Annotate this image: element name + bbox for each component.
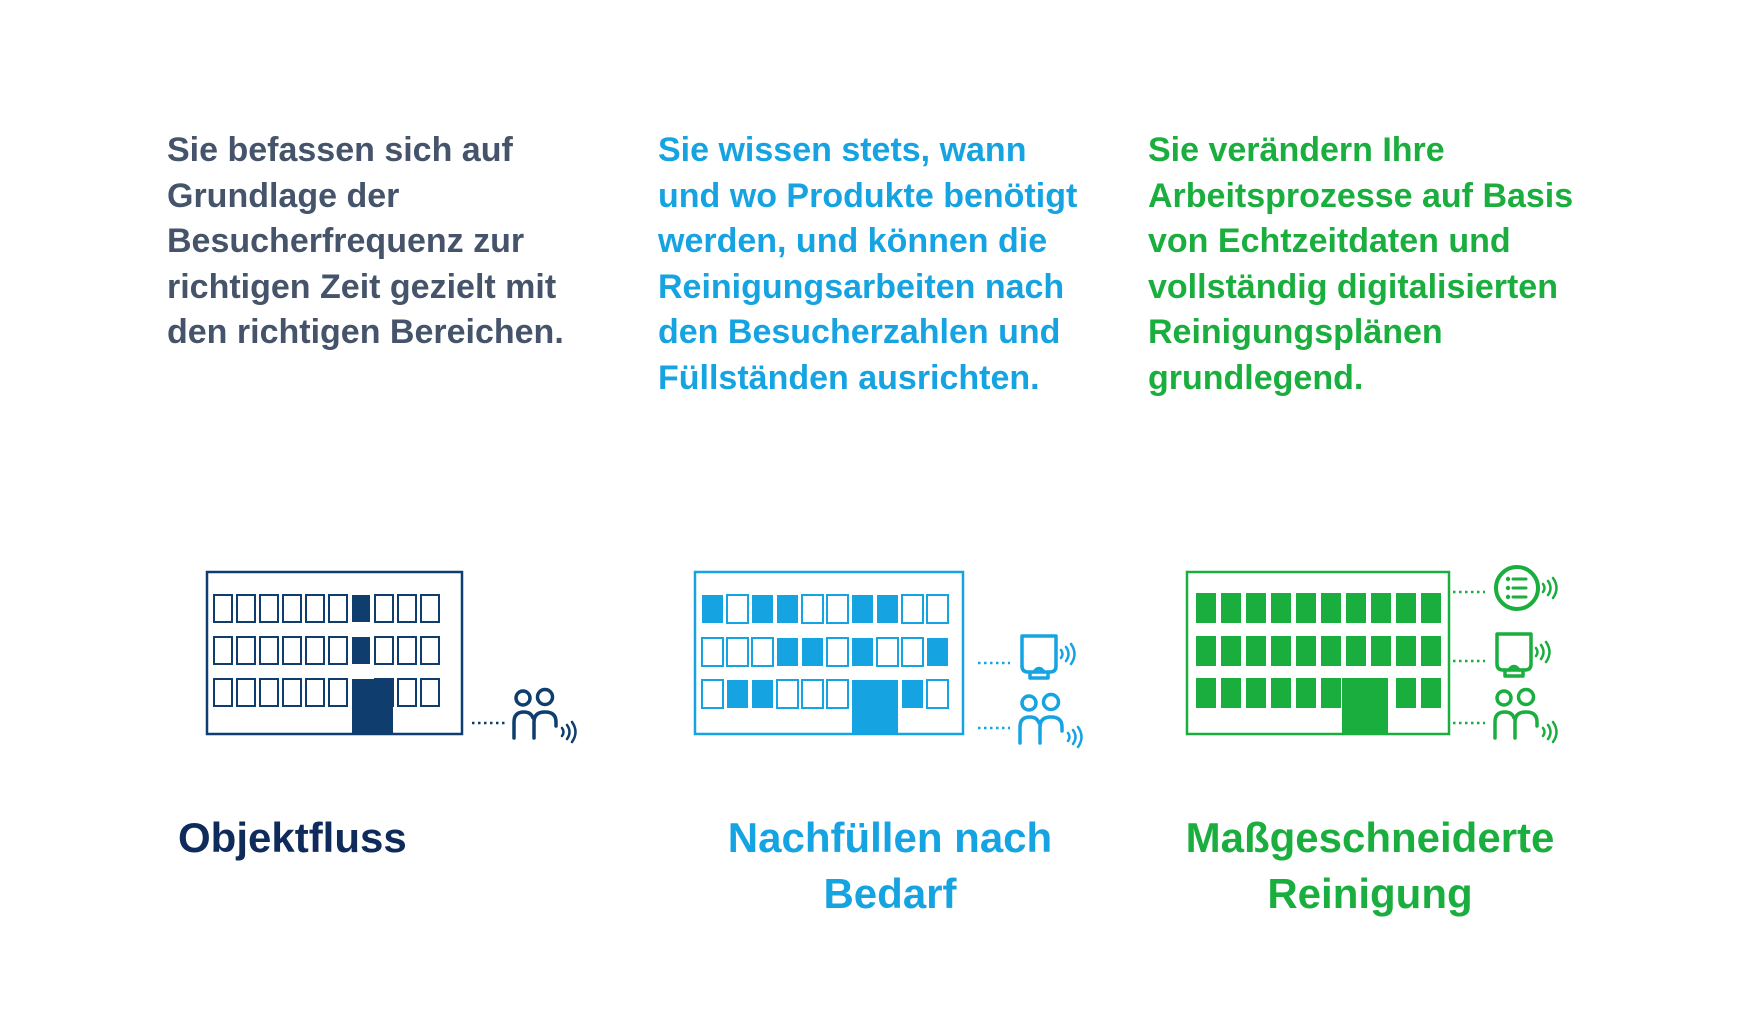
description-line: Sie befassen sich auf [167, 131, 513, 169]
building-blue-illustration [693, 570, 1083, 749]
description-line: Arbeitsprozesse auf Basis [1148, 176, 1574, 215]
people-sensor-icon [1018, 692, 1083, 749]
building-navy-icon [205, 570, 464, 736]
title-objektfluss: Objektfluss [178, 810, 407, 866]
description-line: den richtigen Bereichen. [167, 313, 564, 351]
title-massgeschneidert: Maßgeschneiderte Reinigung [1160, 810, 1580, 922]
people-sensor-icon [1493, 687, 1558, 744]
description-line: richtigen Zeit gezielt mit [167, 267, 557, 306]
title-line: Bedarf [823, 870, 957, 917]
description-objektfluss: Sie befassen sich auf Grundlage der Besu… [167, 128, 564, 356]
description-line: den Besucherzahlen und [658, 313, 1061, 351]
building-green-icon [1185, 570, 1451, 736]
description-line: Grundlage der [167, 176, 400, 215]
dispenser-sensor-icon [1020, 634, 1076, 680]
description-line: werden, und können die [658, 222, 1048, 260]
description-line: und wo Produkte benötigt [658, 176, 1078, 215]
people-sensor-icon [512, 687, 577, 744]
dispenser-sensor-icon [1495, 632, 1551, 678]
description-line: Reinigungsarbeiten nach [658, 267, 1065, 306]
description-nachfuellen: Sie wissen stets, wann und wo Produkte b… [658, 128, 1077, 401]
title-nachfuellen: Nachfüllen nach Bedarf [690, 810, 1090, 922]
connector-dots [978, 661, 1010, 730]
building-green-illustration [1185, 565, 1558, 744]
building-blue-icon [693, 570, 965, 736]
description-massgeschneidert: Sie verändern Ihre Arbeitsprozesse auf B… [1148, 128, 1573, 401]
description-line: grundlegend. [1148, 358, 1364, 397]
title-line: Reinigung [1267, 870, 1473, 917]
building-navy-illustration [205, 570, 577, 744]
connector-dots [1453, 590, 1485, 725]
checklist-sensor-icon [1494, 565, 1558, 611]
description-line: Sie wissen stets, wann [658, 131, 1027, 169]
description-line: Reinigungsplänen [1148, 313, 1443, 351]
description-line: Füllständen ausrichten. [658, 358, 1040, 397]
description-line: von Echtzeitdaten und [1148, 222, 1511, 260]
description-line: Sie verändern Ihre [1148, 131, 1445, 169]
title-line: Objektfluss [178, 814, 407, 861]
title-line: Nachfüllen nach [727, 814, 1053, 861]
title-line: Maßgeschneiderte [1185, 814, 1555, 861]
description-line: Besucherfrequenz zur [167, 222, 525, 260]
description-line: vollständig digitalisierten [1148, 267, 1558, 306]
